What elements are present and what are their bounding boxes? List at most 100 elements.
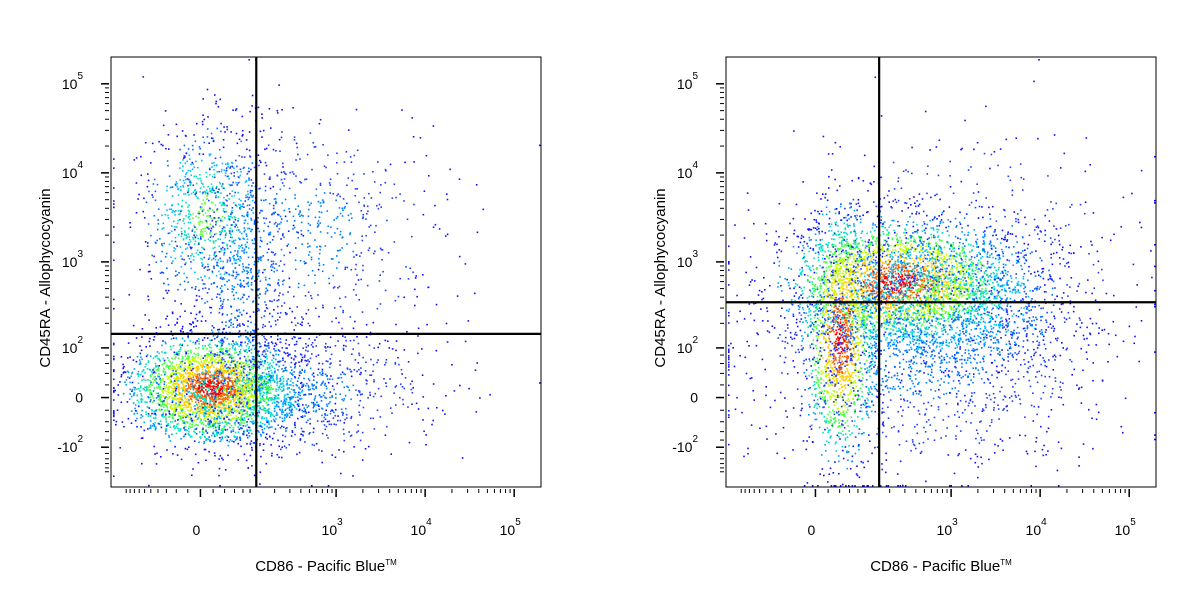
event-dot bbox=[207, 422, 209, 425]
event-dot bbox=[137, 370, 140, 373]
event-dot bbox=[222, 364, 224, 366]
event-dot bbox=[263, 380, 266, 383]
event-dot bbox=[226, 397, 228, 400]
event-dot bbox=[195, 397, 197, 399]
event-dot bbox=[246, 385, 248, 388]
event-dot bbox=[180, 381, 183, 384]
event-dot bbox=[180, 189, 182, 191]
event-dot bbox=[145, 363, 147, 365]
event-dot bbox=[233, 259, 236, 261]
event-dot bbox=[446, 193, 448, 195]
event-dot bbox=[201, 394, 203, 397]
event-dot bbox=[234, 421, 237, 424]
event-dot bbox=[299, 158, 301, 160]
event-dot bbox=[295, 362, 297, 364]
event-dot bbox=[172, 365, 175, 368]
event-dot bbox=[150, 278, 153, 280]
event-dot bbox=[211, 405, 213, 407]
event-dot bbox=[228, 440, 230, 443]
event-dot bbox=[215, 358, 217, 360]
event-dot bbox=[232, 412, 234, 414]
event-dot bbox=[175, 370, 177, 372]
event-dot bbox=[202, 418, 205, 421]
event-dot bbox=[253, 344, 255, 347]
event-dot bbox=[202, 379, 204, 381]
event-dot bbox=[262, 378, 264, 381]
event-dot bbox=[277, 439, 279, 442]
event-dot bbox=[286, 383, 289, 386]
event-dot bbox=[234, 217, 237, 219]
event-dot bbox=[202, 214, 205, 216]
event-dot bbox=[239, 401, 242, 403]
event-dot bbox=[323, 192, 326, 194]
event-dot bbox=[215, 396, 218, 399]
event-dot bbox=[173, 351, 176, 354]
event-dot bbox=[162, 370, 165, 372]
event-dot bbox=[294, 421, 296, 424]
event-dot bbox=[221, 168, 223, 171]
event-dot bbox=[236, 385, 239, 388]
event-dot bbox=[307, 309, 310, 311]
event-dot bbox=[191, 228, 194, 231]
event-dot bbox=[314, 239, 316, 241]
event-dot bbox=[131, 371, 134, 374]
event-dot bbox=[219, 267, 222, 269]
event-dot bbox=[245, 379, 247, 382]
event-dot bbox=[222, 266, 225, 269]
event-dot bbox=[309, 232, 312, 234]
event-dot bbox=[263, 217, 265, 219]
event-dot bbox=[210, 347, 212, 349]
event-dot bbox=[406, 218, 409, 221]
event-dot bbox=[177, 194, 180, 196]
event-dot bbox=[205, 358, 207, 361]
event-dot bbox=[218, 355, 221, 358]
event-dot bbox=[113, 167, 115, 169]
event-dot bbox=[243, 417, 246, 419]
event-dot bbox=[386, 219, 388, 222]
event-dot bbox=[174, 392, 177, 395]
event-dot bbox=[264, 398, 266, 401]
event-dot bbox=[155, 426, 157, 429]
event-dot bbox=[249, 191, 252, 194]
event-dot bbox=[279, 385, 281, 387]
event-dot bbox=[416, 295, 418, 298]
event-dot bbox=[220, 122, 222, 125]
event-dot bbox=[140, 416, 142, 419]
event-dot bbox=[254, 392, 256, 395]
event-dot bbox=[251, 420, 253, 423]
event-dot bbox=[141, 415, 144, 417]
event-dot bbox=[198, 389, 201, 392]
event-dot bbox=[273, 299, 275, 301]
event-dot bbox=[153, 336, 156, 338]
event-dot bbox=[250, 168, 252, 171]
event-dot bbox=[303, 394, 306, 396]
event-dot bbox=[338, 207, 341, 209]
event-dot bbox=[214, 192, 216, 194]
event-dot bbox=[209, 354, 211, 356]
event-dot bbox=[138, 405, 140, 408]
event-dot bbox=[269, 178, 271, 180]
event-dot bbox=[211, 191, 213, 194]
event-dot bbox=[204, 376, 207, 379]
event-dot bbox=[363, 197, 366, 199]
event-dot bbox=[162, 227, 165, 229]
event-dot bbox=[214, 408, 216, 410]
event-dot bbox=[276, 112, 279, 114]
event-dot bbox=[244, 219, 246, 222]
event-dot bbox=[225, 167, 228, 169]
event-dot bbox=[202, 136, 204, 138]
event-dot bbox=[207, 263, 209, 266]
event-dot bbox=[177, 400, 180, 402]
event-dot bbox=[171, 396, 173, 399]
event-dot bbox=[166, 160, 169, 162]
event-dot bbox=[203, 441, 205, 443]
event-dot bbox=[445, 322, 448, 325]
event-dot bbox=[214, 407, 216, 410]
event-dot bbox=[247, 355, 249, 358]
event-dot bbox=[169, 378, 172, 381]
event-dot bbox=[227, 410, 230, 412]
event-dot bbox=[228, 372, 231, 375]
event-dot bbox=[193, 234, 195, 237]
event-dot bbox=[226, 204, 228, 207]
event-dot bbox=[179, 148, 181, 151]
